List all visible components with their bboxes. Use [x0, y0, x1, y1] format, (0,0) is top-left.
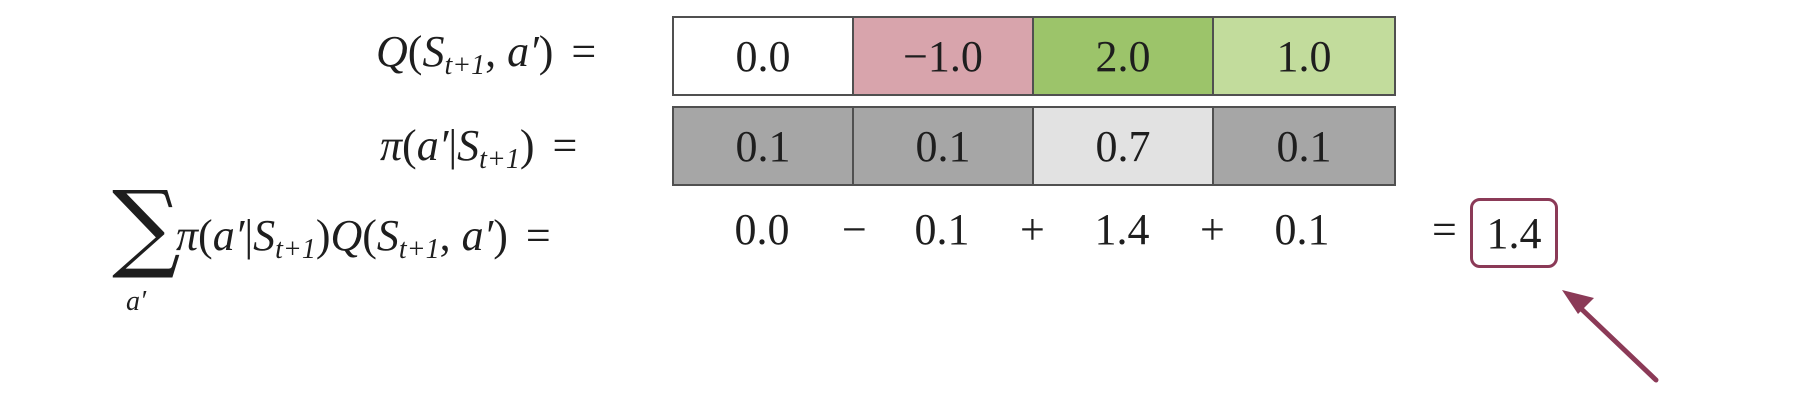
sum-term: 0.0: [734, 205, 790, 254]
q-cell: 2.0: [1034, 18, 1214, 94]
pi-values-table: 0.1 0.1 0.7 0.1: [672, 106, 1396, 186]
result-box: 1.4: [1470, 198, 1558, 268]
sigma-subscript: a′: [126, 286, 147, 317]
q-row-label: Q(St+1, a′) =: [376, 27, 597, 81]
sigma-symbol: ∑: [112, 170, 181, 282]
sum-term: 1.4: [1094, 205, 1150, 254]
sum-operator: +: [1200, 205, 1225, 254]
pi-cell: 0.7: [1034, 108, 1214, 184]
sum-operator: +: [1020, 205, 1045, 254]
pi-row-label: π(a′|St+1) =: [380, 121, 578, 175]
sum-term: 0.1: [914, 205, 970, 254]
sum-term: 0.1: [1274, 205, 1330, 254]
sum-operator: −: [842, 205, 867, 254]
q-cell: −1.0: [854, 18, 1034, 94]
pi-cell: 0.1: [854, 108, 1034, 184]
sum-row-label: π(a′|St+1)Q(St+1, a′) =: [176, 211, 551, 265]
result-equals: =: [1432, 205, 1457, 254]
pi-cell: 0.1: [1214, 108, 1394, 184]
q-cell: 0.0: [674, 18, 854, 94]
q-cell: 1.0: [1214, 18, 1394, 94]
pi-cell: 0.1: [674, 108, 854, 184]
q-values-table: 0.0 −1.0 2.0 1.0: [672, 16, 1396, 96]
